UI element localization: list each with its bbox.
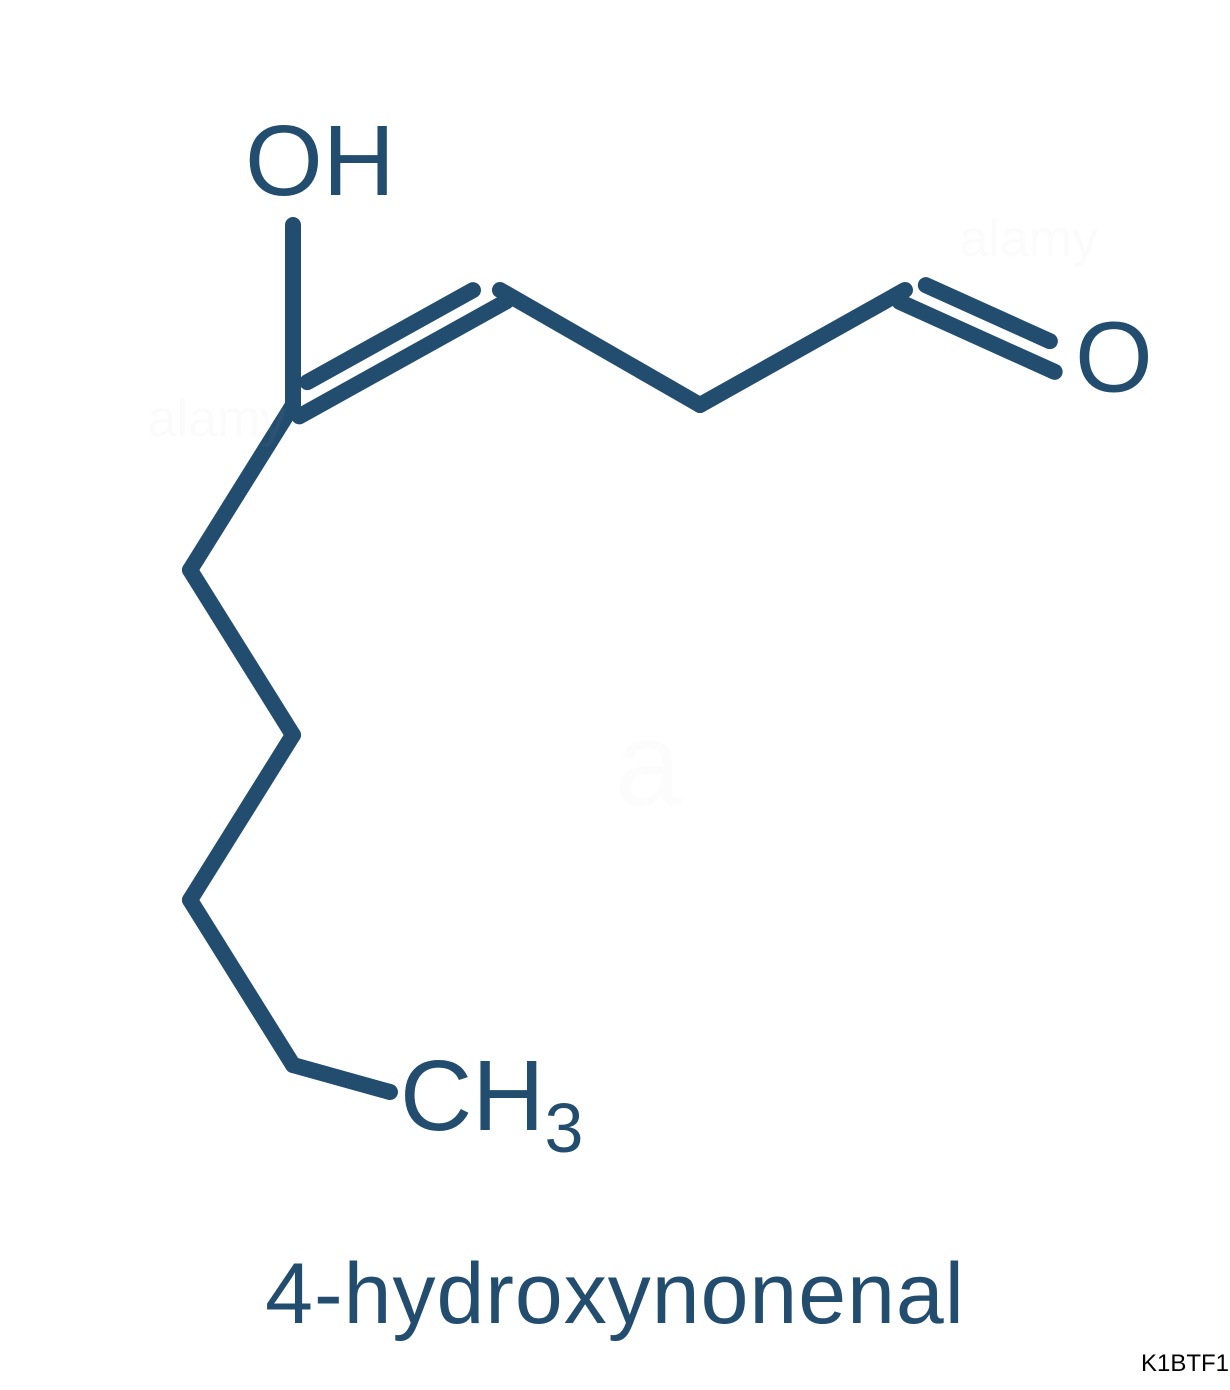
stock-image-id: K1BTF1 (1135, 1348, 1230, 1380)
figure-canvas: OHOCH3 4-hydroxynonenal K1BTF1 alamyalam… (0, 0, 1230, 1390)
atom-label-OH: OH (245, 105, 395, 217)
molecule-svg: OH O CH3 (0, 0, 1230, 1390)
atom-label-O: O (1075, 301, 1153, 413)
atom-label-CH3: CH3 (400, 1040, 583, 1167)
compound-name-caption: 4-hydroxynonenal (0, 1245, 1230, 1344)
